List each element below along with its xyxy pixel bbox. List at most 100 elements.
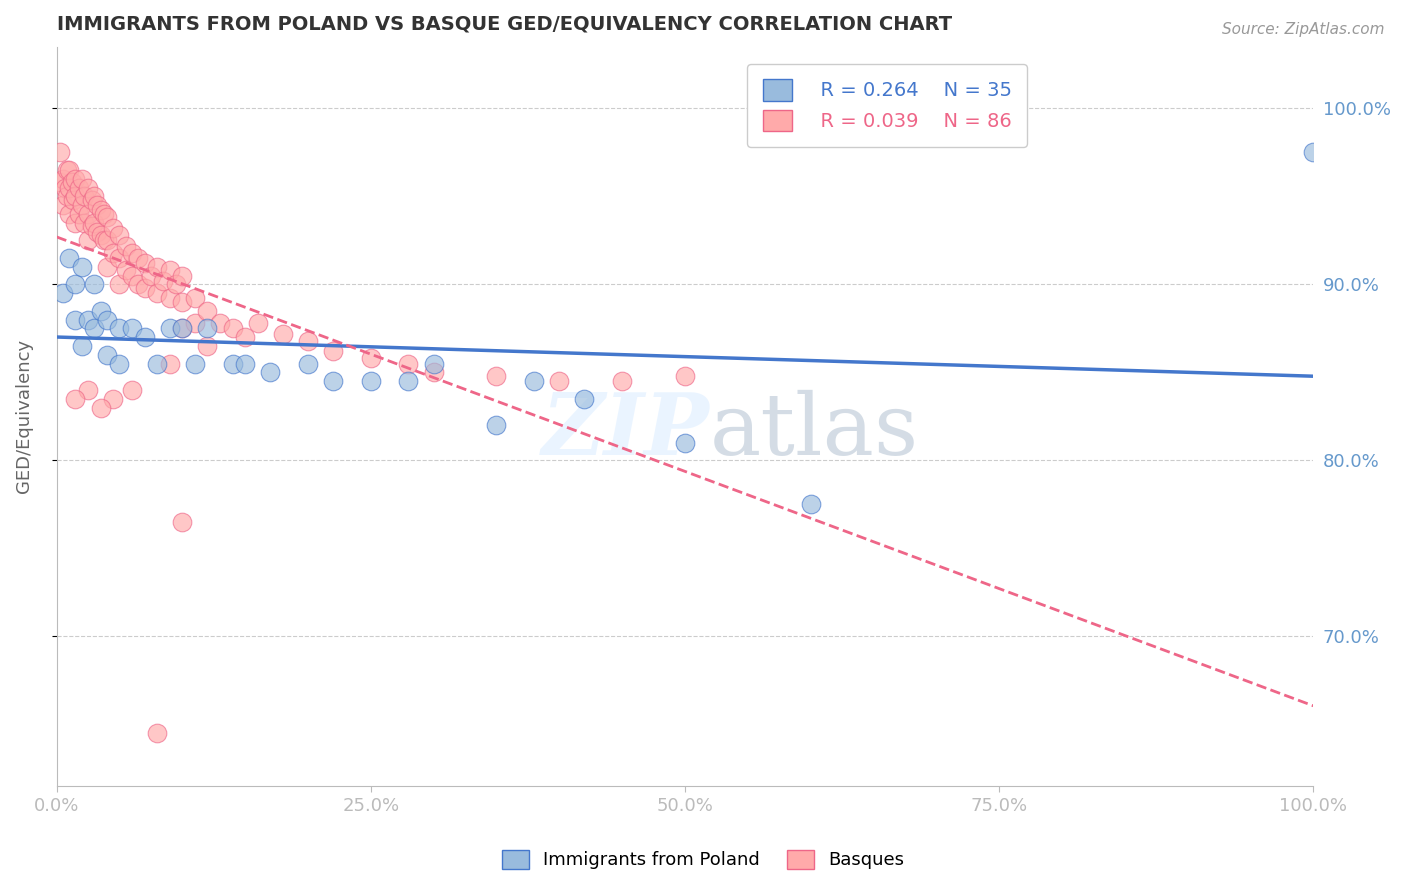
Point: [398, 357, 420, 371]
Point: [233, 357, 256, 371]
Point: [259, 365, 281, 379]
Point: [58, 162, 80, 177]
Text: ZIP: ZIP: [543, 390, 710, 473]
Point: [197, 321, 219, 335]
Point: [58, 180, 80, 194]
Point: [114, 263, 136, 277]
Point: [184, 292, 207, 306]
Point: [197, 303, 219, 318]
Point: [146, 260, 169, 274]
Point: [83, 216, 105, 230]
Point: [55, 180, 77, 194]
Point: [114, 238, 136, 252]
Text: Source: ZipAtlas.com: Source: ZipAtlas.com: [1222, 22, 1385, 37]
Point: [96, 312, 118, 326]
Point: [322, 344, 344, 359]
Point: [77, 383, 100, 397]
Point: [83, 189, 105, 203]
Point: [101, 392, 124, 406]
Point: [152, 274, 174, 288]
Point: [165, 277, 187, 292]
Point: [172, 321, 194, 335]
Point: [67, 207, 90, 221]
Point: [60, 175, 83, 189]
Point: [246, 316, 269, 330]
Point: [172, 321, 194, 335]
Point: [70, 260, 93, 274]
Point: [172, 295, 194, 310]
Point: [271, 326, 294, 341]
Point: [297, 357, 319, 371]
Point: [90, 401, 112, 415]
Point: [52, 171, 75, 186]
Point: [485, 368, 508, 383]
Point: [86, 198, 108, 212]
Point: [159, 263, 181, 277]
Point: [159, 321, 181, 335]
Point: [139, 268, 162, 283]
Point: [184, 357, 207, 371]
Point: [83, 277, 105, 292]
Point: [52, 198, 75, 212]
Point: [77, 312, 100, 326]
Point: [159, 357, 181, 371]
Point: [121, 383, 143, 397]
Point: [134, 330, 156, 344]
Point: [49, 175, 72, 189]
Point: [52, 286, 75, 301]
Point: [96, 233, 118, 247]
Point: [58, 207, 80, 221]
Point: [184, 316, 207, 330]
Point: [108, 357, 131, 371]
Point: [574, 392, 596, 406]
Point: [70, 339, 93, 353]
Point: [77, 180, 100, 194]
Point: [58, 251, 80, 265]
Point: [108, 228, 131, 243]
Point: [297, 334, 319, 348]
Point: [134, 256, 156, 270]
Point: [93, 207, 115, 221]
Point: [67, 180, 90, 194]
Point: [65, 392, 87, 406]
Point: [62, 193, 84, 207]
Point: [108, 321, 131, 335]
Point: [96, 211, 118, 225]
Point: [172, 515, 194, 529]
Y-axis label: GED/Equivalency: GED/Equivalency: [15, 339, 32, 493]
Point: [73, 189, 96, 203]
Point: [93, 233, 115, 247]
Point: [800, 498, 823, 512]
Text: IMMIGRANTS FROM POLAND VS BASQUE GED/EQUIVALENCY CORRELATION CHART: IMMIGRANTS FROM POLAND VS BASQUE GED/EQU…: [56, 15, 952, 34]
Point: [127, 251, 149, 265]
Point: [127, 277, 149, 292]
Point: [49, 145, 72, 160]
Point: [121, 321, 143, 335]
Text: atlas: atlas: [710, 390, 920, 473]
Point: [146, 726, 169, 740]
Point: [73, 216, 96, 230]
Point: [101, 245, 124, 260]
Point: [208, 316, 231, 330]
Point: [172, 268, 194, 283]
Legend: Immigrants from Poland, Basques: Immigrants from Poland, Basques: [492, 841, 914, 879]
Point: [197, 339, 219, 353]
Point: [221, 321, 243, 335]
Point: [65, 277, 87, 292]
Point: [83, 321, 105, 335]
Point: [96, 260, 118, 274]
Point: [360, 374, 382, 388]
Legend:   R = 0.264    N = 35,   R = 0.039    N = 86: R = 0.264 N = 35, R = 0.039 N = 86: [747, 64, 1028, 147]
Point: [90, 203, 112, 218]
Point: [146, 357, 169, 371]
Point: [108, 251, 131, 265]
Point: [146, 286, 169, 301]
Point: [90, 303, 112, 318]
Point: [90, 228, 112, 243]
Point: [80, 193, 103, 207]
Point: [96, 348, 118, 362]
Point: [77, 233, 100, 247]
Point: [80, 219, 103, 234]
Point: [221, 357, 243, 371]
Point: [610, 374, 633, 388]
